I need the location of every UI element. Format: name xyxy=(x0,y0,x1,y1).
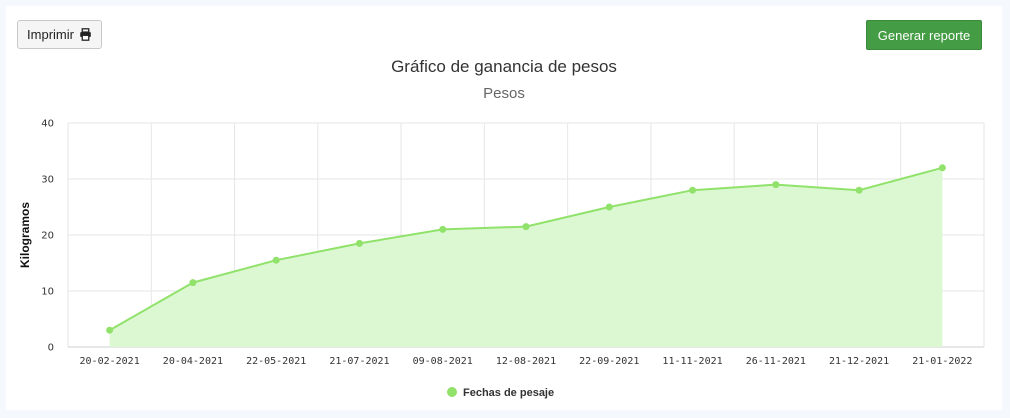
chart-title: Gráfico de ganancia de pesos xyxy=(391,57,617,76)
x-tick-label: 26-11-2021 xyxy=(746,356,806,367)
chart-panel: Imprimir Generar reporte Gráfico de gana… xyxy=(6,6,1002,410)
data-point xyxy=(522,223,530,231)
y-tick-label: 30 xyxy=(41,175,54,186)
x-tick-label: 22-05-2021 xyxy=(246,356,306,367)
chart-subtitle: Pesos xyxy=(483,85,525,102)
y-axis-title: Kilogramos xyxy=(18,202,32,268)
data-point xyxy=(855,186,863,194)
generate-report-label: Generar reporte xyxy=(877,27,971,43)
data-point xyxy=(272,256,280,264)
weight-gain-chart: 0 10 20 30 40 20-02-2021 20-04-2021 22-05-2021 2… xyxy=(18,119,985,399)
data-point xyxy=(605,203,613,211)
x-tick-label: 21-07-2021 xyxy=(329,356,389,367)
printer-icon xyxy=(80,28,91,41)
x-tick-label: 22-09-2021 xyxy=(579,356,639,367)
x-tick-label: 20-04-2021 xyxy=(163,356,223,367)
data-point xyxy=(772,181,780,189)
print-button[interactable]: Imprimir xyxy=(17,20,102,49)
y-tick-label: 0 xyxy=(48,343,54,354)
legend-label: Fechas de pesaje xyxy=(463,387,554,399)
data-point xyxy=(106,326,114,334)
x-tick-label: 21-01-2022 xyxy=(912,356,972,367)
data-point xyxy=(189,279,197,287)
x-tick-label: 09-08-2021 xyxy=(413,356,473,367)
y-tick-label: 10 xyxy=(41,287,54,298)
y-tick-label: 20 xyxy=(41,231,54,242)
data-point xyxy=(439,225,447,233)
y-tick-label: 40 xyxy=(41,119,54,130)
data-point xyxy=(689,186,697,194)
x-tick-label: 20-02-2021 xyxy=(80,356,140,367)
x-tick-label: 11-11-2021 xyxy=(662,356,722,367)
data-point xyxy=(938,164,946,172)
x-tick-label: 21-12-2021 xyxy=(829,356,889,367)
generate-report-button[interactable]: Generar reporte xyxy=(866,20,982,50)
print-button-label: Imprimir xyxy=(27,27,74,42)
data-point xyxy=(355,239,363,247)
series-area xyxy=(109,167,943,347)
legend-marker xyxy=(447,387,457,397)
x-tick-label: 12-08-2021 xyxy=(496,356,556,367)
